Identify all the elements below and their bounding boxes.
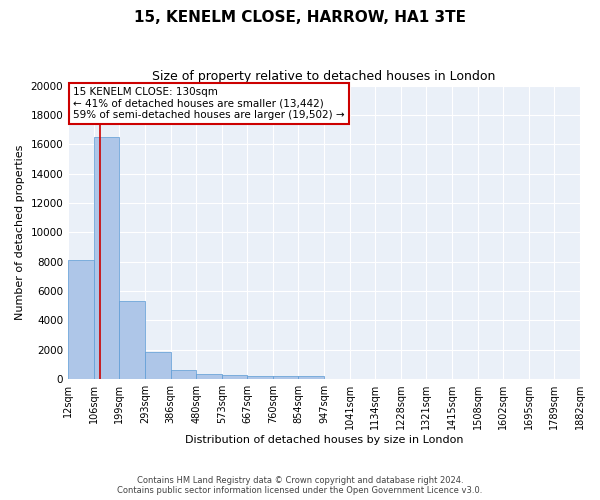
Bar <box>222 375 247 379</box>
Bar <box>170 370 196 379</box>
Y-axis label: Number of detached properties: Number of detached properties <box>15 144 25 320</box>
Bar <box>247 376 273 379</box>
Bar <box>68 260 94 379</box>
Text: 15 KENELM CLOSE: 130sqm
← 41% of detached houses are smaller (13,442)
59% of sem: 15 KENELM CLOSE: 130sqm ← 41% of detache… <box>73 87 345 120</box>
Bar <box>94 137 119 379</box>
Title: Size of property relative to detached houses in London: Size of property relative to detached ho… <box>152 70 496 83</box>
X-axis label: Distribution of detached houses by size in London: Distribution of detached houses by size … <box>185 435 463 445</box>
Bar <box>119 302 145 379</box>
Bar <box>145 352 170 379</box>
Bar <box>273 376 298 379</box>
Bar <box>298 376 324 379</box>
Bar <box>196 374 222 379</box>
Text: Contains HM Land Registry data © Crown copyright and database right 2024.
Contai: Contains HM Land Registry data © Crown c… <box>118 476 482 495</box>
Text: 15, KENELM CLOSE, HARROW, HA1 3TE: 15, KENELM CLOSE, HARROW, HA1 3TE <box>134 10 466 25</box>
